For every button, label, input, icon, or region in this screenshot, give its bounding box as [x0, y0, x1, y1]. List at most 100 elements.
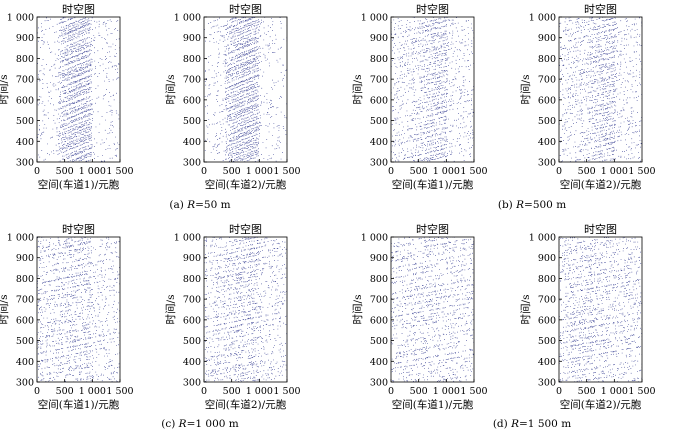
y-tick-label: 300 — [183, 378, 201, 389]
y-tick-label: 800 — [538, 54, 556, 65]
y-tick-label: 500 — [370, 116, 388, 127]
y-tick-label: 500 — [538, 336, 556, 347]
y-tick-label: 900 — [183, 33, 201, 44]
x-tick-label: 500 — [578, 386, 596, 397]
x-tick-label: 1 500 — [460, 386, 487, 397]
subfigure-caption-c: (c) R=1 000 m — [161, 418, 239, 430]
x-axis-label: 空间(车道1)/元胞 — [38, 178, 120, 191]
x-axis-label: 空间(车道1)/元胞 — [392, 178, 474, 191]
y-axis-label: 时间/s — [164, 75, 177, 105]
x-axis-label: 空间(车道2)/元胞 — [560, 398, 642, 411]
plot-frame — [390, 16, 475, 163]
y-tick-label: 400 — [370, 357, 388, 368]
y-tick-label: 600 — [16, 315, 34, 326]
y-tick-label: 1 000 — [7, 233, 34, 244]
y-tick-label: 800 — [16, 274, 34, 285]
y-tick-label: 1 000 — [361, 233, 388, 244]
y-tick-label: 700 — [370, 75, 388, 86]
y-tick-label: 400 — [538, 137, 556, 148]
x-axis-label: 空间(车道2)/元胞 — [205, 398, 287, 411]
trajectory-points — [204, 237, 287, 382]
x-tick-label: 500 — [56, 166, 74, 177]
trajectory-points — [391, 17, 474, 162]
y-tick-label: 700 — [183, 75, 201, 86]
subfigure-caption-b: (b) R=500 m — [498, 199, 566, 211]
y-tick-label: 900 — [16, 33, 34, 44]
x-axis-label: 空间(车道1)/元胞 — [38, 398, 120, 411]
x-tick-label: 1 500 — [628, 166, 655, 177]
trajectory-points — [559, 17, 642, 162]
x-tick-label: 1 000 — [433, 386, 460, 397]
plot-frame — [558, 16, 643, 163]
plot-frame — [36, 16, 121, 163]
x-tick-label: 0 — [201, 386, 207, 397]
y-tick-label: 500 — [370, 336, 388, 347]
chart-title: 时空图 — [62, 2, 95, 16]
y-axis-label: 时间/s — [351, 295, 364, 325]
y-axis-label: 时间/s — [351, 75, 364, 105]
y-axis-label: 时间/s — [519, 75, 532, 105]
y-tick-label: 400 — [370, 137, 388, 148]
trajectory-dots — [391, 17, 474, 162]
x-tick-label: 1 000 — [79, 386, 106, 397]
chart-title: 时空图 — [584, 2, 617, 16]
y-tick-label: 600 — [370, 315, 388, 326]
chart-title: 时空图 — [229, 222, 262, 236]
y-tick-label: 700 — [538, 295, 556, 306]
y-tick-label: 600 — [538, 95, 556, 106]
x-tick-label: 1 000 — [246, 386, 273, 397]
plot-frame — [203, 16, 288, 163]
trajectory-dots — [204, 237, 287, 382]
plot-frame — [558, 236, 643, 383]
y-tick-label: 400 — [16, 137, 34, 148]
y-tick-label: 300 — [183, 158, 201, 169]
y-tick-label: 900 — [16, 253, 34, 264]
y-tick-label: 1 000 — [361, 13, 388, 24]
y-tick-label: 300 — [370, 378, 388, 389]
y-axis-label: 时间/s — [519, 295, 532, 325]
caption-variable: R — [515, 199, 524, 211]
caption-variable: R — [186, 199, 195, 211]
y-tick-label: 800 — [538, 274, 556, 285]
x-tick-label: 1 500 — [106, 166, 133, 177]
caption-value: =500 m — [524, 199, 566, 211]
y-tick-label: 400 — [183, 357, 201, 368]
y-tick-label: 400 — [183, 137, 201, 148]
y-tick-label: 400 — [538, 357, 556, 368]
y-tick-label: 900 — [538, 33, 556, 44]
x-tick-label: 500 — [578, 166, 596, 177]
trajectory-dots — [391, 237, 474, 382]
trajectory-points — [391, 237, 474, 382]
y-tick-label: 500 — [183, 336, 201, 347]
y-tick-label: 800 — [370, 54, 388, 65]
trajectory-dots — [37, 17, 120, 162]
trajectory-points — [37, 17, 120, 162]
y-tick-label: 300 — [16, 158, 34, 169]
plot-frame — [36, 236, 121, 383]
x-tick-label: 500 — [56, 386, 74, 397]
chart-title: 时空图 — [584, 222, 617, 236]
plot-frame — [203, 236, 288, 383]
chart-title: 时空图 — [62, 222, 95, 236]
caption-value: =1 000 m — [187, 418, 239, 430]
y-axis-label: 时间/s — [0, 75, 10, 105]
y-tick-label: 1 000 — [174, 13, 201, 24]
trajectory-dots — [37, 237, 120, 382]
y-tick-label: 700 — [370, 295, 388, 306]
x-tick-label: 0 — [201, 166, 207, 177]
caption-prefix: (a) — [169, 199, 187, 211]
y-tick-label: 600 — [183, 95, 201, 106]
caption-prefix: (d) — [493, 418, 511, 430]
y-tick-label: 800 — [370, 274, 388, 285]
y-tick-label: 700 — [183, 295, 201, 306]
y-tick-label: 300 — [16, 378, 34, 389]
x-tick-label: 0 — [388, 386, 394, 397]
y-tick-label: 1 000 — [529, 13, 556, 24]
y-tick-label: 700 — [538, 75, 556, 86]
